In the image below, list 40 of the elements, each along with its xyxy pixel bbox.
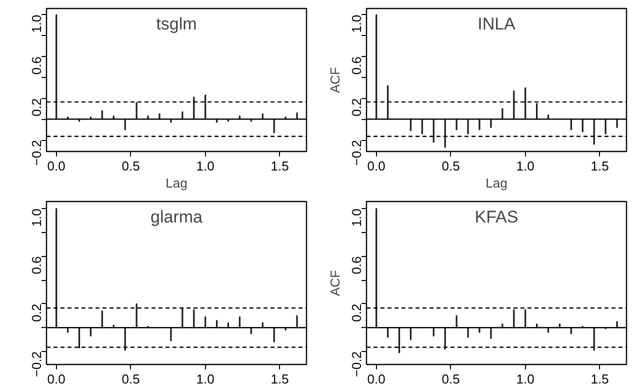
x-tick-label: 1.0 xyxy=(196,158,214,174)
y-tick-label: 0.2 xyxy=(29,304,44,322)
y-tick-label: 1.0 xyxy=(349,14,364,33)
y-tick-label: 1.0 xyxy=(349,208,364,227)
y-tick-label: 0.6 xyxy=(29,256,44,274)
x-tick-label: 1.5 xyxy=(270,372,289,386)
y-tick-label: 1.0 xyxy=(29,14,44,33)
x-tick-label: 0.5 xyxy=(442,158,460,174)
x-tick-label: 1.5 xyxy=(590,372,609,386)
y-tick-label: 1.0 xyxy=(29,208,44,227)
x-tick-label: 0.0 xyxy=(47,372,66,386)
x-tick-label: 1.0 xyxy=(516,158,534,174)
x-tick-label: 1.0 xyxy=(516,372,534,386)
y-tick-label: −0.2 xyxy=(29,351,44,378)
y-tick-label: 0.6 xyxy=(349,256,364,274)
x-tick-label: 1.0 xyxy=(196,372,214,386)
y-tick-label: −0.2 xyxy=(29,140,44,166)
y-tick-label: 0.2 xyxy=(349,98,364,116)
x-tick-label: 0.0 xyxy=(47,158,66,174)
chart-title: glarma xyxy=(150,208,204,226)
chart-title: INLA xyxy=(478,14,516,34)
x-axis-title: Lag xyxy=(166,176,188,190)
x-tick-label: 1.5 xyxy=(270,158,289,174)
y-tick-label: −0.2 xyxy=(349,351,364,378)
y-tick-label: 0.6 xyxy=(349,56,364,75)
x-axis-title: Lag xyxy=(486,176,508,190)
y-tick-label: 0.6 xyxy=(29,56,44,75)
y-axis-title: ACF xyxy=(328,270,342,296)
x-tick-label: 0.5 xyxy=(122,158,140,174)
x-tick-label: 0.0 xyxy=(367,158,386,174)
y-tick-label: −0.2 xyxy=(349,140,364,166)
y-tick-label: 0.2 xyxy=(349,304,364,322)
x-tick-label: 0.5 xyxy=(442,372,460,386)
x-tick-label: 1.5 xyxy=(590,158,609,174)
x-tick-label: 0.5 xyxy=(122,372,140,386)
chart-title: KFAS xyxy=(474,208,518,226)
y-tick-label: 0.2 xyxy=(29,98,44,116)
x-tick-label: 0.0 xyxy=(367,372,386,386)
y-axis-title: ACF xyxy=(328,66,342,93)
chart-title: tsglm xyxy=(156,14,197,34)
